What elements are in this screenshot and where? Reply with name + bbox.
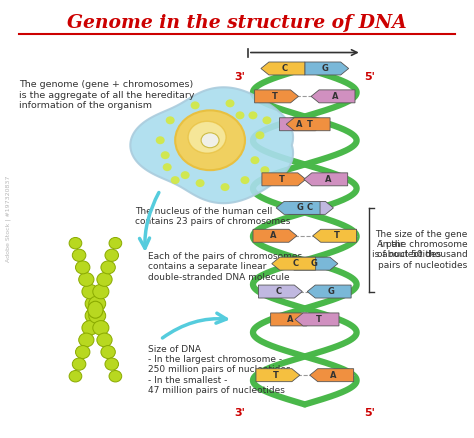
- Ellipse shape: [85, 308, 102, 323]
- PathPatch shape: [130, 87, 293, 203]
- Ellipse shape: [79, 333, 94, 347]
- Ellipse shape: [163, 163, 172, 171]
- Ellipse shape: [171, 176, 180, 184]
- Polygon shape: [295, 313, 339, 326]
- Polygon shape: [280, 118, 323, 131]
- Text: A: A: [325, 175, 331, 184]
- Text: 3': 3': [234, 72, 245, 82]
- Polygon shape: [294, 257, 338, 270]
- Ellipse shape: [93, 321, 109, 335]
- Text: A: A: [270, 231, 276, 240]
- Text: T: T: [334, 231, 339, 240]
- Ellipse shape: [89, 308, 106, 323]
- Polygon shape: [305, 62, 349, 75]
- Ellipse shape: [82, 284, 98, 299]
- Text: Each of the pairs of chromosomes
contains a separate linear
double-stranded DNA : Each of the pairs of chromosomes contain…: [148, 252, 302, 282]
- Ellipse shape: [105, 249, 118, 261]
- Ellipse shape: [79, 272, 94, 286]
- Text: Size of DNA
- In the largest chromosome -
250 million pairs of nucleotides
- In : Size of DNA - In the largest chromosome …: [148, 345, 291, 395]
- Ellipse shape: [250, 156, 259, 164]
- Ellipse shape: [75, 346, 90, 359]
- Text: The size of the gene
in the chromosome
is about 50 thousand
pairs of nucleotides: The size of the gene in the chromosome i…: [372, 230, 467, 270]
- Text: T: T: [279, 175, 285, 184]
- Text: T: T: [273, 371, 279, 380]
- Text: 5': 5': [365, 408, 375, 418]
- Text: Adobe Stock | #197320837: Adobe Stock | #197320837: [6, 176, 11, 262]
- Ellipse shape: [75, 261, 90, 274]
- Polygon shape: [307, 285, 351, 298]
- Ellipse shape: [69, 371, 82, 382]
- Ellipse shape: [69, 237, 82, 249]
- Ellipse shape: [236, 111, 245, 119]
- Ellipse shape: [175, 110, 245, 170]
- Ellipse shape: [82, 321, 98, 335]
- Text: C: C: [292, 259, 299, 268]
- Ellipse shape: [166, 117, 175, 124]
- Polygon shape: [286, 118, 330, 131]
- Ellipse shape: [105, 358, 118, 370]
- Ellipse shape: [89, 296, 106, 311]
- Text: T: T: [272, 92, 277, 101]
- Ellipse shape: [260, 166, 269, 174]
- Polygon shape: [253, 230, 297, 242]
- Ellipse shape: [263, 117, 272, 124]
- Ellipse shape: [73, 249, 86, 261]
- Ellipse shape: [97, 333, 112, 347]
- Text: A: A: [296, 120, 303, 129]
- Ellipse shape: [255, 131, 264, 139]
- Ellipse shape: [156, 136, 164, 144]
- Polygon shape: [258, 285, 302, 298]
- Ellipse shape: [161, 151, 170, 159]
- Ellipse shape: [248, 111, 257, 119]
- Ellipse shape: [109, 371, 122, 382]
- Ellipse shape: [85, 296, 102, 311]
- Polygon shape: [272, 257, 316, 270]
- Text: The nucleus of the human cell
contains 23 pairs of chromosomes: The nucleus of the human cell contains 2…: [135, 207, 291, 226]
- Text: C: C: [282, 64, 288, 73]
- Polygon shape: [262, 173, 306, 186]
- Ellipse shape: [181, 171, 190, 179]
- Ellipse shape: [201, 133, 219, 148]
- Polygon shape: [313, 230, 356, 242]
- Ellipse shape: [88, 301, 103, 318]
- Polygon shape: [271, 313, 315, 326]
- Ellipse shape: [93, 284, 109, 299]
- Ellipse shape: [240, 176, 249, 184]
- Ellipse shape: [97, 272, 112, 286]
- Text: G: G: [310, 259, 318, 268]
- Ellipse shape: [196, 179, 205, 187]
- Ellipse shape: [109, 237, 122, 249]
- Ellipse shape: [101, 261, 115, 274]
- Text: A: A: [287, 315, 294, 324]
- Text: C: C: [306, 203, 312, 212]
- Text: T: T: [316, 315, 322, 324]
- Text: The genome (gene + chromosomes)
is the aggregate of all the hereditary
informati: The genome (gene + chromosomes) is the a…: [18, 81, 194, 110]
- Text: G: G: [321, 64, 328, 73]
- Text: C: C: [275, 287, 282, 296]
- Polygon shape: [304, 173, 348, 186]
- Polygon shape: [310, 369, 354, 381]
- Polygon shape: [290, 201, 333, 214]
- Text: T: T: [307, 120, 313, 129]
- Text: A pair
of nucleotides: A pair of nucleotides: [376, 240, 441, 259]
- Ellipse shape: [188, 121, 226, 153]
- Polygon shape: [261, 62, 305, 75]
- Ellipse shape: [101, 346, 115, 359]
- Text: A: A: [330, 371, 337, 380]
- Text: 5': 5': [365, 72, 375, 82]
- Text: Genome in the structure of DNA: Genome in the structure of DNA: [67, 14, 407, 32]
- Ellipse shape: [220, 183, 229, 191]
- Ellipse shape: [73, 358, 86, 370]
- Polygon shape: [276, 201, 320, 214]
- Text: 3': 3': [234, 408, 245, 418]
- Polygon shape: [255, 90, 299, 103]
- Polygon shape: [311, 90, 355, 103]
- Text: G: G: [297, 203, 303, 212]
- Polygon shape: [256, 369, 300, 381]
- Text: A: A: [332, 92, 338, 101]
- Text: G: G: [328, 287, 335, 296]
- Ellipse shape: [191, 101, 200, 110]
- Ellipse shape: [226, 99, 235, 107]
